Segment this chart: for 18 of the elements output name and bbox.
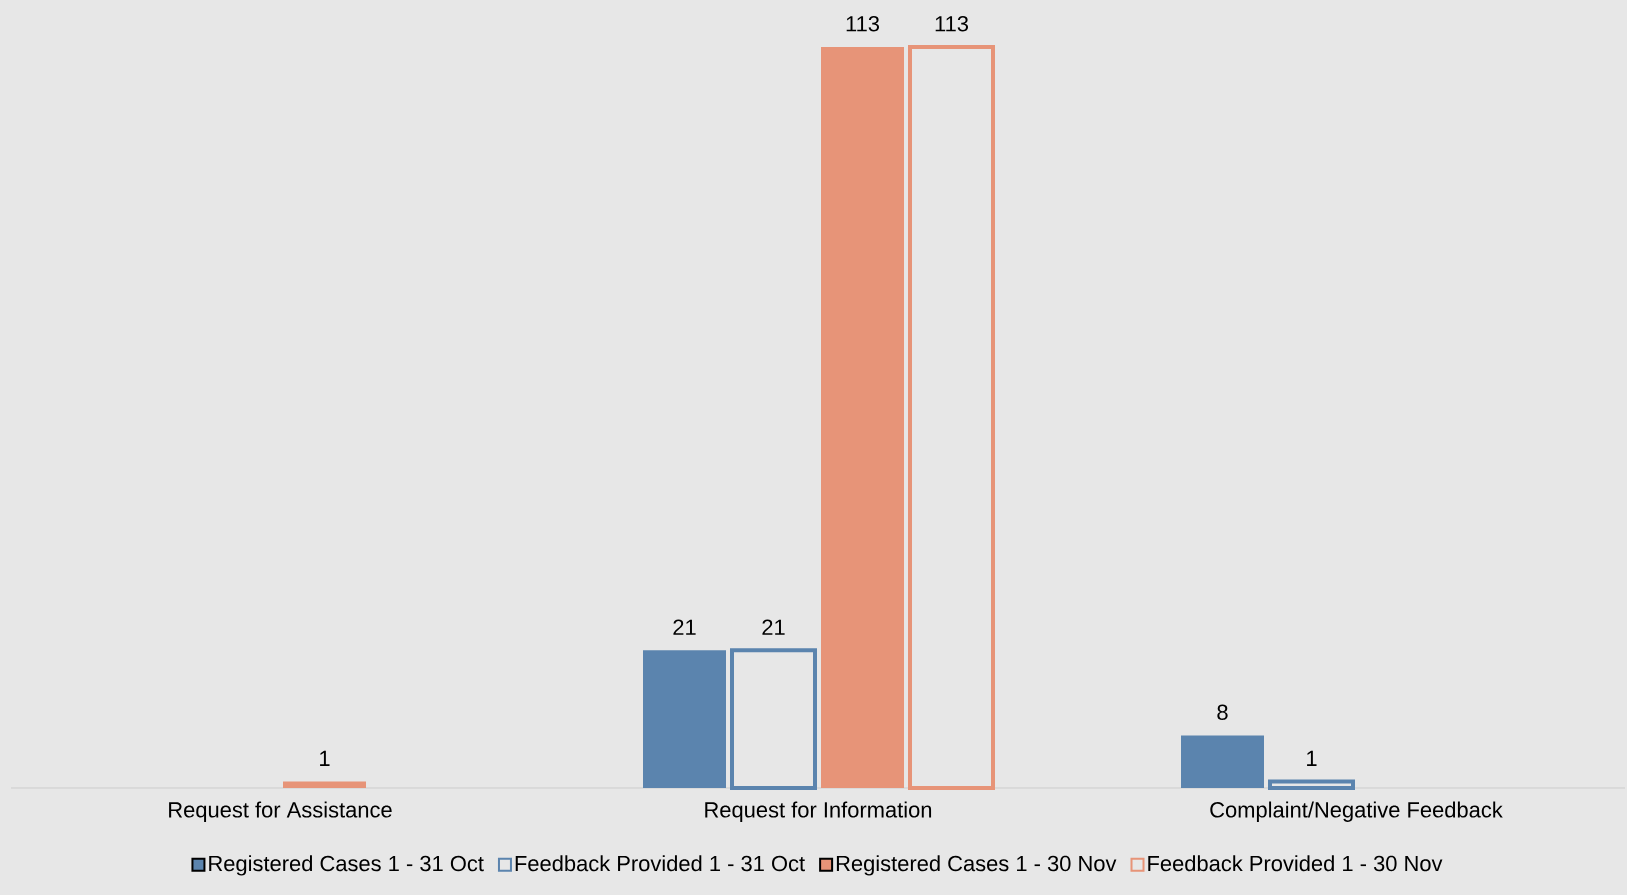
x-tick-label: Request for Assistance	[169, 801, 392, 822]
x-tick-label: Request for Information	[705, 801, 932, 822]
x-tick-label: Complaint/Negative Feedback	[1210, 801, 1503, 822]
bar	[643, 650, 726, 788]
legend-label: Feedback Provided 1 - 30 Nov	[1148, 855, 1443, 872]
legend-label: Feedback Provided 1 - 31 Oct	[515, 855, 805, 872]
data-label: 21	[762, 619, 785, 635]
legend-label: Registered Cases 1 - 31 Oct	[209, 855, 484, 876]
data-label: 113	[935, 15, 969, 32]
bar	[821, 46, 904, 788]
data-label: 8	[1217, 704, 1228, 721]
data-label: 113	[846, 15, 880, 32]
bar	[1181, 735, 1264, 788]
legend-label: Registered Cases 1 - 30 Nov	[836, 855, 1117, 876]
bar	[283, 781, 366, 788]
data-label: 21	[673, 619, 696, 635]
data-label: 1	[1307, 750, 1317, 766]
data-label: 1	[320, 750, 330, 766]
